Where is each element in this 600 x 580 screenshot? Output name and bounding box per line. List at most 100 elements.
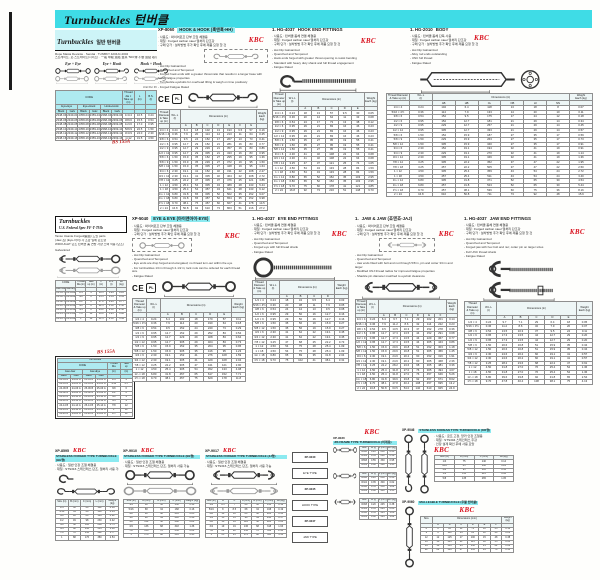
hook-end-dimension-table: Thread Diameter & Take up (in) W.L.L (t) D… <box>271 92 379 194</box>
list-item: - Alloy rod ends outstanding <box>410 51 448 56</box>
list-item: - UNC full thread <box>410 56 433 61</box>
kbc-logo: KBC <box>474 34 490 42</box>
section-hg4037-eye-end: 1. HG-4037 EYE END FITTINGS KBC · 사용도 : … <box>252 216 349 364</box>
federal-spec-table: CODE Thread Dia (in) Take up (in) L (in) B.S… <box>54 279 128 322</box>
body-dimension-table: Thread Diameter & Take up (in) W.L.L (t) D… <box>386 92 593 198</box>
section-heading: 1. HG-2010 BODY <box>410 27 593 32</box>
page-edge-mark <box>9 12 12 90</box>
list-item: - Quenched and Tempered <box>132 256 168 261</box>
jis-jaw-table: Size W (t) L (mm) Wt (kg) W3/8 0.20 245 0.38 W1/… <box>358 498 398 521</box>
general-turnbuckle-table: CODE Thread dia × Take up (in) L (in) B.S. … <box>54 90 158 142</box>
section-xp5040-eye-eye: XP-5040 EYE & EYE (아이앤아이-EYE) KBC · 사용도 … <box>131 216 247 382</box>
list-item: · 구매 단가 : 설치방법 추가 확인 후에 제품 요청 할 것 <box>464 231 533 236</box>
model-code: XP-9030 <box>333 436 345 440</box>
usage-bullets: · 사용도 : 와이어로프 단부 조임 체결용 · 재질 : Forged car… <box>158 35 236 48</box>
page-title: Turnbuckles 턴버클 <box>55 10 592 28</box>
section-heading: Turnbuckles 일반 턴버클 <box>55 30 157 51</box>
kbc-logo: KBC <box>459 505 475 514</box>
data-table: Size W (t) L (mm) Wt (kg) W3/8 0.20 250 0.36 W1/… <box>358 471 398 495</box>
spec-title: Turnbuckles <box>59 219 91 225</box>
jaw-end-fitting-diagram <box>488 260 554 278</box>
data-table: Size W (t) L (mm) Wt (kg) W3/8 0.20 230 0.33 W1/… <box>358 445 398 468</box>
jaw-end-fitting-diagram-2 <box>483 281 555 302</box>
section-heading: XP-8595 KBC <box>55 448 119 454</box>
kbc-logo: KBC <box>73 448 87 454</box>
list-item: - Turnbuckle eyebolts for overhead lifti… <box>158 80 248 85</box>
model-code: XP-9017 <box>205 449 219 453</box>
photo-placeholder <box>204 49 268 64</box>
hook-frame-turnbuckle-icon <box>333 472 357 480</box>
eye-frame-turnbuckle-icon <box>333 446 357 454</box>
model-index-strip: XP-9040 EYE TYPE XP-9045 HOOK TYPE XP-9047 JA… <box>292 452 328 548</box>
list-item: WROUGHT 단조 턴버클 美 연방 사양 스펙 적용 (단조) <box>55 242 124 246</box>
list-item: · 사용도 : 일반 인장 조절 체결용 <box>55 463 97 468</box>
feature-bullets: - Hot Dip Galvanized - Quenched and Tempe… <box>252 237 349 255</box>
list-item: · 재질 : Forged carbon steel 열처리 단조강 <box>464 227 521 232</box>
section-xp9046-korean-type: XP-9046 STAINLESS KOREAN TYPE TURNBUCKLE… <box>402 428 514 494</box>
list-item: · 사용도 : 로프 고정, 앙카 인장 조절용 <box>434 433 483 438</box>
section-heading: 1. HG-4037 EYE END FITTINGS <box>252 216 349 221</box>
list-item: · 사용도 : 턴버클 몸체 단독 사용 <box>410 34 452 38</box>
variant-hook-hook: Hook + Hook <box>133 62 169 85</box>
jaw-jaw-diagram <box>362 279 440 299</box>
kbc-logo: KBC <box>360 37 376 45</box>
list-item: (Jaw-죠) (Eye-아이) 각 조합 일체 단조형 <box>55 238 107 242</box>
spec-description: Tanso Usante Forged(鍛造) 드릴 parts (Jaw-죠) … <box>55 235 127 247</box>
feature-bullets: - Hot Dip Galvanized - Quenched and Tempe… <box>158 64 268 90</box>
data-table: Thread Diameter & Take up (in) W.L.L (t) D… <box>252 279 349 364</box>
model-code: 1. HG-4037 <box>464 216 487 221</box>
list-item: - Full UNC thread shank <box>464 249 497 254</box>
section-heading: 1. HG-4037 JAW END FITTINGS <box>464 216 593 221</box>
variant-label: Eye + Hook <box>102 62 122 67</box>
list-item: - Shackle pin diameter matched to eyebol… <box>355 273 425 278</box>
eye-eye-schematic-icon <box>55 75 89 85</box>
list-item: - Hook ends forged with greater throat o… <box>272 56 357 61</box>
jaw-eye-turnbuckle-diagram <box>55 253 121 265</box>
handwritten-annotation: BS 155A <box>111 139 131 146</box>
list-item: - Fatigue Rated <box>410 60 431 65</box>
eye-eye-turnbuckle-icon <box>55 67 91 75</box>
usage-bullets: · 사용도 : 와이어로프 단부 조임 체결용 · 재질 : Forged car… <box>355 224 427 237</box>
jaw-frame-turnbuckle-icon <box>333 498 357 506</box>
xp9017-table: Size (in) G K A (mm) B (mm) C (mm) Wt (kg) 1/4 6… <box>205 498 287 539</box>
data-table: Size (in) G K A (mm) B (mm) C (mm) Wt (kg) 1/4 6… <box>205 498 287 539</box>
eye-end-dimension-table: Thread Diameter & Take up (in) W.L.L (t) D… <box>252 279 349 364</box>
list-item: - Hot Dip Galvanized <box>272 47 300 52</box>
list-item: Tanso Usante Forged(鍛造) 드릴 parts <box>55 235 106 238</box>
list-item: EYE TYPE <box>292 468 328 479</box>
eye-eye-schematic-diagram <box>123 485 197 497</box>
data-table: CODE Thread Dia (in) Take up (in) L (in) B.S… <box>54 279 128 322</box>
model-code: 1. HG-2010 <box>410 27 433 32</box>
variant-label: Hook + Hook <box>140 62 162 67</box>
pl-mark-icon: PL <box>146 283 157 294</box>
list-item: HOOK TYPE <box>292 500 328 511</box>
xp5040-dimension-table: Thread Diameter & Take up (in) W.L.L (t) D… <box>131 298 247 382</box>
list-item: · 재질 : STS316 스테인레스 단조, 열처리 사용 가능 <box>123 463 190 468</box>
kbc-logo: KBC <box>438 230 454 238</box>
section-title: HOOK END FITTINGS <box>297 27 343 32</box>
list-item: · 사용도 : 일반 인장 조절 체결용 <box>123 459 165 464</box>
list-item: XP-9045 <box>292 484 328 495</box>
list-item: · 재질 : STS304 스테인레스 주강 <box>434 437 477 442</box>
body-diagram <box>420 70 540 93</box>
usage-bullets: · 사용도 : 일반 인장 조절 체결용 · 재질 : STS316 스테인레스 … <box>123 460 200 468</box>
section-title: BODY <box>435 27 449 32</box>
usage-bullets: · 사용도 : 일반 인장 조절 체결용 · 재질 : STS316 스테인레스 … <box>205 460 287 468</box>
jis-item-eye: Size W (t) L (mm) Wt (kg) W3/8 0.20 230 0.33 W1/… <box>333 445 398 468</box>
xp9010-table: Size (in) A (mm) B (mm) C (mm) Weight (kg) 1/… <box>122 498 201 539</box>
section-xp9010-stainless-ee: XP-9010 KBC STAINLESS FORGED TYPE TURNBU… <box>122 448 201 539</box>
variant-label: Eye + Eye <box>65 62 81 67</box>
list-item: · 구매 단가 : 설치방법 추가 확인 후에 제품 요청 할 것 <box>410 42 479 47</box>
xp8595-table: Size (in) B (mm) C (mm) L (mm) Weight (kg) 1/… <box>55 498 119 541</box>
list-item: - Hot Dip Galvanized <box>355 252 383 257</box>
vertical-malleable-turnbuckle-icon <box>402 506 417 568</box>
turnbuckle-code-table: Turnbuckle CODE Thread Dia Take up Jaw+Jaw Ja… <box>57 357 133 418</box>
list-item: · 구매 단가 : 설치방법 추가 확인 후에 제품 요청 할 것 <box>272 42 341 47</box>
feature-bullets: - Hot Dip Galvanized - Alloy rod ends out… <box>410 48 500 66</box>
section-heading: 1. HG-4037 HOOK END FITTINGS <box>272 27 378 32</box>
kbc-logo: KBC <box>141 448 155 454</box>
jaw-eye-schematic-diagram <box>57 265 121 278</box>
section-xp8060-hook-hook: XP-8060 HOOK & HOOK (훅앤훅-HH) KBC · 사용도 :… <box>158 27 268 212</box>
model-code: XP-8595 <box>55 449 69 453</box>
